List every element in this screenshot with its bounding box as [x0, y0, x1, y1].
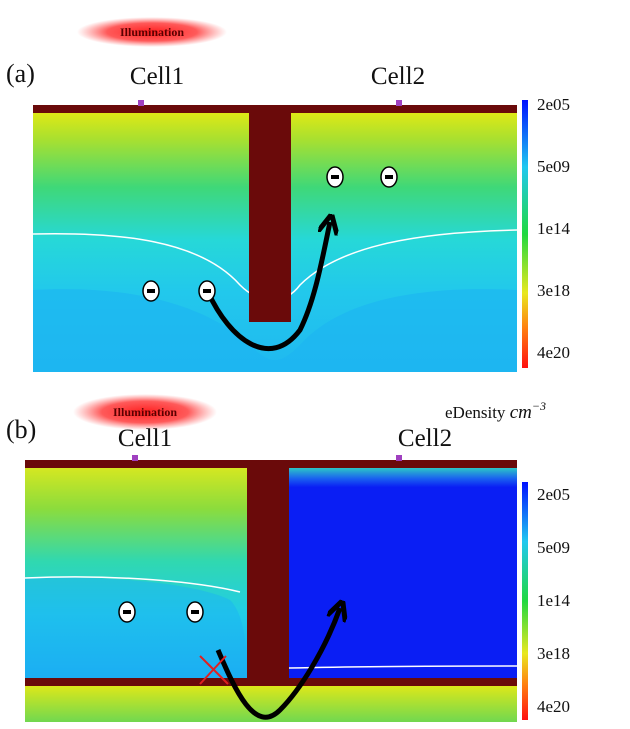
- illumination-glow: [73, 394, 217, 430]
- colorbar-tick-label: 4e20: [537, 343, 570, 362]
- colorbar-tick-label: 2e05: [537, 485, 570, 504]
- cell-label: Cell1: [118, 425, 172, 452]
- panel-label: (b): [6, 415, 36, 444]
- colorbar-tick-label: 3e18: [537, 644, 570, 663]
- device-b: [24, 455, 518, 722]
- panel-label: (a): [6, 59, 35, 88]
- device-a: [32, 100, 518, 372]
- cell-label: Cell1: [130, 63, 184, 90]
- colorbar-title: eDensity cm−3: [445, 399, 546, 423]
- colorbar-title-name: eDensity: [445, 403, 506, 422]
- illumination-glow: [77, 17, 227, 47]
- colorbar-tick-label: 3e18: [537, 281, 570, 300]
- colorbar: [522, 482, 528, 720]
- illumination-label: Illumination: [120, 25, 184, 39]
- colorbar-title-exponent: −3: [532, 399, 546, 413]
- colorbar-tick-label: 5e09: [537, 538, 570, 557]
- cell-label: Cell2: [371, 63, 425, 90]
- colorbar-title-unit: cm: [510, 402, 532, 423]
- colorbar-tick-label: 4e20: [537, 697, 570, 716]
- colorbar-tick-label: 2e05: [537, 95, 570, 114]
- colorbar-tick-label: 5e09: [537, 157, 570, 176]
- illumination-label: Illumination: [113, 405, 177, 419]
- colorbar-tick-label: 1e14: [537, 591, 571, 610]
- colorbar: [522, 100, 528, 368]
- cell-label: Cell2: [398, 425, 452, 452]
- colorbar-tick-label: 1e14: [537, 219, 571, 238]
